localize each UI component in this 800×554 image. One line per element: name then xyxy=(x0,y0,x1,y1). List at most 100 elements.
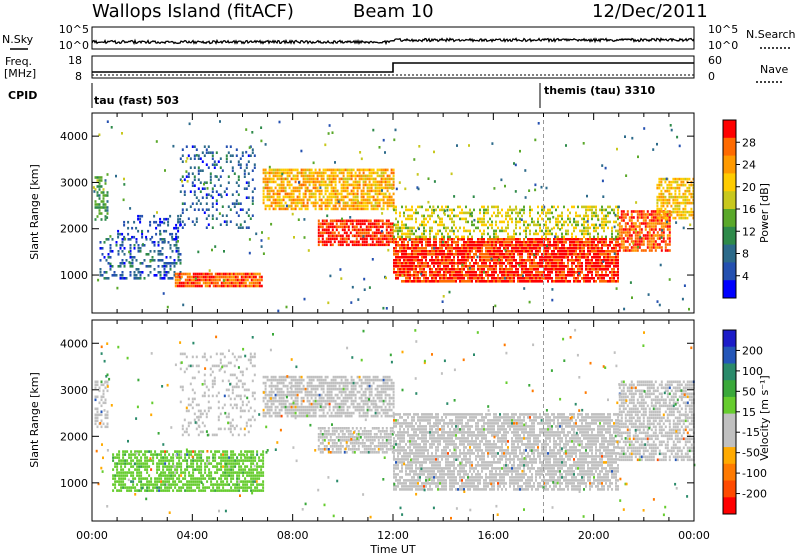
heatmap-cell xyxy=(252,281,255,285)
heatmap-cell xyxy=(521,253,523,256)
heatmap-cell xyxy=(264,204,267,208)
heatmap-cell xyxy=(523,244,525,247)
heatmap-cell xyxy=(136,456,139,459)
heatmap-cell xyxy=(615,241,617,244)
heatmap-cell xyxy=(411,208,413,212)
heatmap-cell xyxy=(360,157,363,161)
heatmap-cell xyxy=(497,253,499,256)
heatmap-cell xyxy=(160,483,163,486)
heatmap-cell xyxy=(175,235,178,239)
heatmap-cell xyxy=(363,222,366,226)
freq-unit-label: [MHz] xyxy=(4,67,36,80)
heatmap-cell xyxy=(642,243,645,246)
heatmap-cell xyxy=(676,180,679,184)
heatmap-cell xyxy=(178,450,181,453)
heatmap-cell xyxy=(348,207,351,211)
heatmap-cell xyxy=(329,231,332,235)
heatmap-cell xyxy=(330,189,333,193)
heatmap-cell xyxy=(347,243,350,247)
heatmap-cell xyxy=(509,271,511,274)
heatmap-cell xyxy=(144,453,147,456)
heatmap-cell xyxy=(129,262,132,265)
heatmap-cell xyxy=(523,241,525,244)
heatmap-cell xyxy=(435,208,437,212)
heatmap-cell xyxy=(519,232,521,236)
heatmap-cell xyxy=(519,244,521,247)
heatmap-cell xyxy=(136,465,139,468)
heatmap-cell xyxy=(473,229,475,233)
heatmap-cell xyxy=(104,203,107,206)
heatmap-cell xyxy=(411,265,413,268)
heatmap-cell xyxy=(563,244,565,247)
heatmap-cell xyxy=(439,253,441,256)
heatmap-cell xyxy=(122,477,125,480)
heatmap-cell xyxy=(125,259,128,262)
heatmap-cell xyxy=(128,468,131,471)
heatmap-cell xyxy=(94,203,97,206)
heatmap-cell xyxy=(130,456,133,459)
heatmap-cell xyxy=(193,223,196,226)
heatmap-cell xyxy=(326,189,329,193)
heatmap-cell xyxy=(453,268,455,271)
heatmap-cell xyxy=(377,243,380,247)
heatmap-cell xyxy=(221,205,224,208)
heatmap-cell xyxy=(513,250,515,253)
heatmap-cell xyxy=(340,168,343,172)
heatmap-cell xyxy=(203,187,206,190)
heatmap-cell xyxy=(495,220,497,224)
heatmap-cell xyxy=(178,272,181,276)
heatmap-cell xyxy=(181,180,183,183)
heatmap-cell xyxy=(166,456,169,459)
heatmap-cell xyxy=(353,228,356,232)
heatmap-cell xyxy=(403,211,405,215)
heatmap-cell xyxy=(415,244,417,247)
heatmap-cell xyxy=(407,235,409,239)
heatmap-cell xyxy=(617,265,619,268)
heatmap-cell xyxy=(479,238,481,241)
heatmap-cell xyxy=(332,195,335,199)
heatmap-cell xyxy=(632,228,635,231)
heatmap-cell xyxy=(335,225,338,229)
heatmap-cell xyxy=(169,247,172,250)
heatmap-cell xyxy=(175,238,178,241)
heatmap-cell xyxy=(278,201,281,205)
heatmap-cell xyxy=(230,275,233,279)
heatmap-cell xyxy=(251,196,254,199)
heatmap-cell xyxy=(668,222,671,225)
heatmap-cell xyxy=(563,256,565,259)
heatmap-cell xyxy=(423,250,425,253)
heatmap-cell xyxy=(483,270,485,274)
heatmap-cell xyxy=(176,450,179,453)
heatmap-cell xyxy=(605,238,607,241)
heatmap-cell xyxy=(290,168,293,172)
heatmap-cell xyxy=(180,284,183,288)
heatmap-cell xyxy=(251,190,254,193)
heatmap-cell xyxy=(483,238,485,241)
heatmap-cell xyxy=(455,226,457,230)
heatmap-cell xyxy=(240,272,243,276)
heatmap-cell xyxy=(234,272,237,276)
heatmap-cell xyxy=(593,238,595,241)
heatmap-cell xyxy=(119,247,122,250)
heatmap-cell xyxy=(381,231,384,235)
heatmap-cell xyxy=(221,214,224,217)
heatmap-cell xyxy=(262,195,265,199)
heatmap-cell xyxy=(310,177,313,181)
heatmap-cell xyxy=(421,214,423,218)
heatmap-cell xyxy=(193,208,196,211)
heatmap-cell xyxy=(361,222,364,226)
heatmap-cell xyxy=(157,253,160,256)
heatmap-cell xyxy=(605,280,607,283)
heatmap-cell xyxy=(393,208,395,212)
heatmap-cell xyxy=(463,244,465,247)
heatmap-cell xyxy=(184,459,187,462)
heatmap-cell xyxy=(455,277,457,280)
heatmap-cell xyxy=(134,453,137,456)
heatmap-cell xyxy=(431,262,433,265)
heatmap-cell xyxy=(245,187,248,190)
heatmap-cell xyxy=(147,265,150,268)
heatmap-cell xyxy=(358,174,361,178)
heatmap-cell xyxy=(479,208,481,212)
heatmap-cell xyxy=(611,259,613,262)
heatmap-cell xyxy=(425,247,427,250)
